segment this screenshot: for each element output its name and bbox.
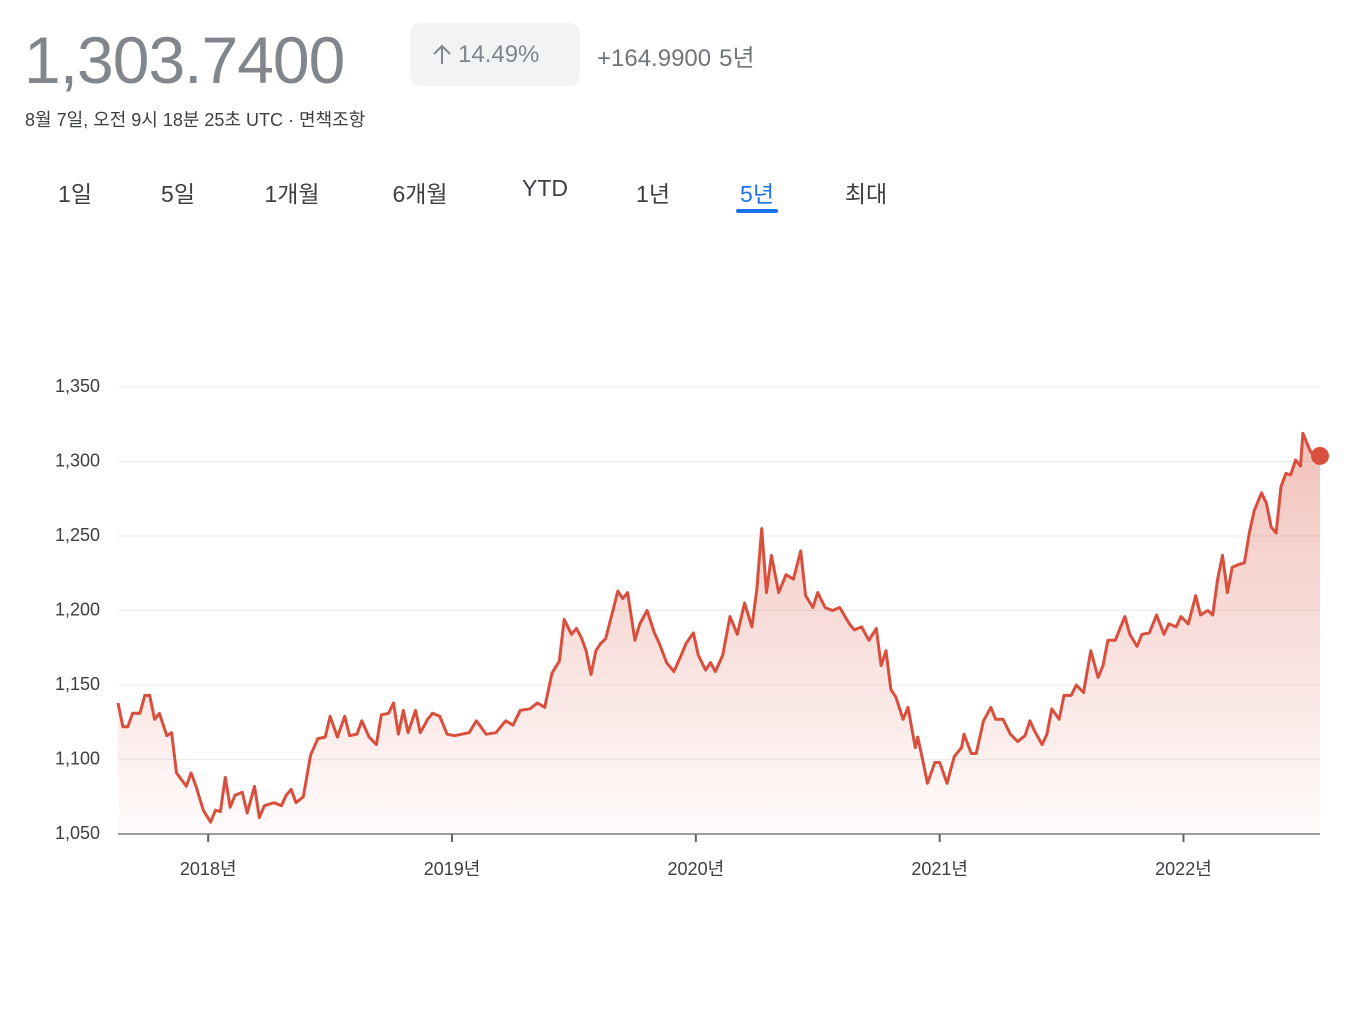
y-tick-label: 1,100 [55,748,100,768]
page: 1,303.7400 14.49% +164.9900 5년 8월 7일, 오전 … [24,23,1329,879]
y-tick-label: 1,350 [55,376,100,396]
range-tab[interactable]: YTD [522,175,568,201]
disclaimer-link[interactable]: 면책조항 [299,110,366,130]
y-tick-label: 1,200 [55,599,100,619]
range-tab[interactable]: 5일 [161,181,195,207]
y-tick-label: 1,250 [55,525,100,545]
subtitle: 8월 7일, 오전 9시 18분 25초 UTC · 면책조항 [25,106,365,132]
range-tab[interactable]: 1년 [636,181,670,207]
x-tick-label: 2018년 [180,859,237,879]
change-percent: 14.49% [458,41,540,68]
x-tick-label: 2022년 [1155,859,1212,879]
range-tab[interactable]: 5년 [736,175,778,213]
chart: 1,050 1,100 1,150 1,200 1,250 1,300 1,350 2018년… [55,376,1329,879]
change-value: +164.9900 [597,45,712,72]
change-info: +164.9900 5년 [597,38,755,73]
range-tab[interactable]: 1개월 [264,181,320,207]
price-line [116,431,1321,824]
timestamp: 8월 7일, 오전 9시 18분 25초 UTC [25,110,283,130]
separator: · [288,110,295,130]
range-tab[interactable]: 1일 [58,181,92,207]
price-area [118,433,1320,834]
period: 5년 [719,45,755,72]
y-tick-label: 1,150 [55,674,100,694]
price: 1,303.7400 [24,23,345,97]
last-price-dot [1311,446,1329,465]
y-tick-label: 1,050 [55,823,100,843]
range-tab[interactable]: 최대 [844,181,888,207]
change-badge: 14.49% [410,23,580,86]
x-tick-label: 2020년 [668,859,725,879]
up-arrow-icon [433,44,451,64]
x-tick-label: 2021년 [911,859,968,879]
y-tick-label: 1,300 [55,450,100,470]
x-tick-label: 2019년 [424,859,481,879]
range-tab[interactable]: 6개월 [392,181,448,207]
